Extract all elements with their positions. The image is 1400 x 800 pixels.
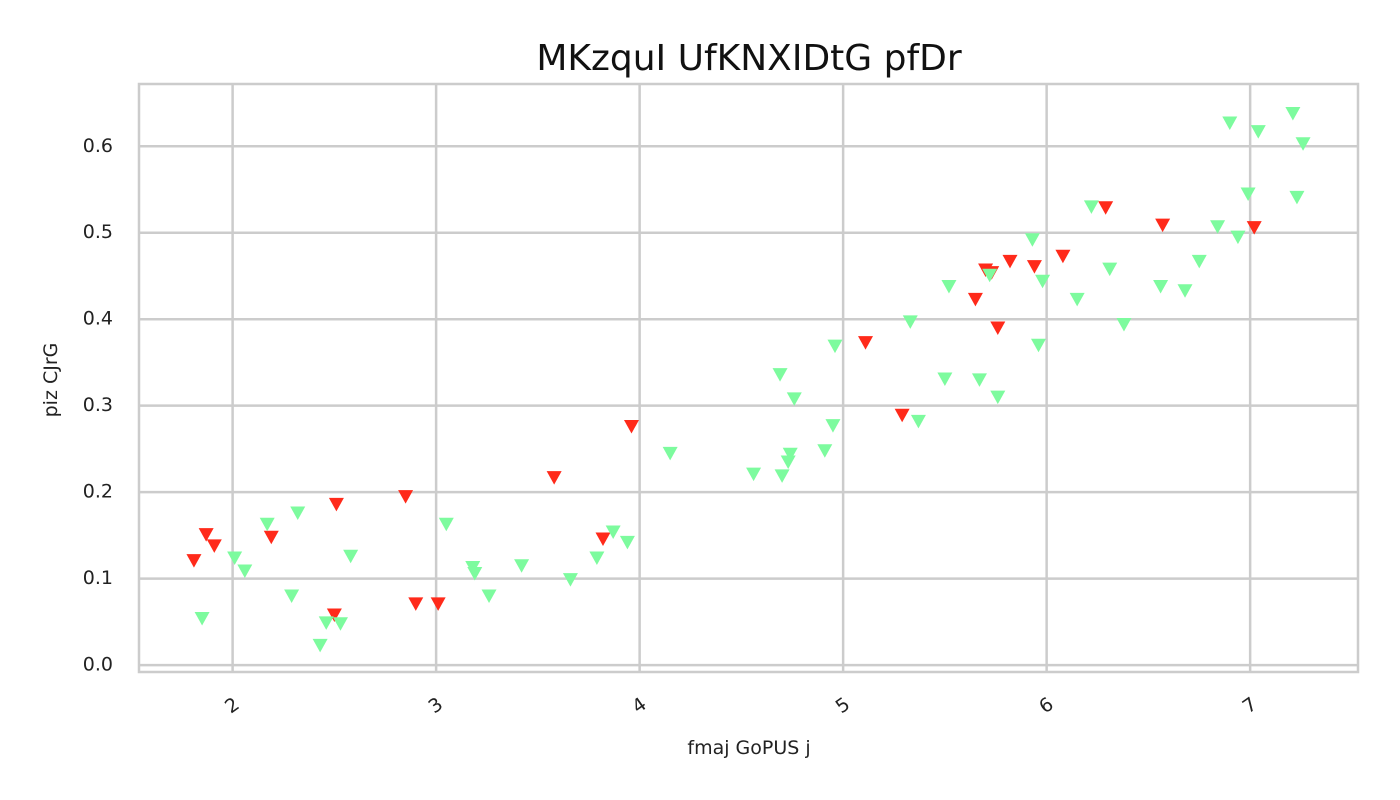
data-point	[343, 549, 359, 564]
data-point	[1024, 233, 1040, 247]
data-point	[990, 390, 1006, 405]
data-point	[780, 455, 796, 470]
data-point	[825, 419, 841, 433]
data-point	[1295, 137, 1311, 151]
data-point	[982, 268, 998, 283]
data-point	[312, 638, 328, 653]
data-point	[194, 612, 210, 626]
data-point	[1250, 125, 1266, 139]
data-point	[746, 467, 762, 482]
y-tick-label: 0.1	[83, 567, 113, 589]
data-point	[259, 517, 275, 532]
data-point	[1030, 338, 1046, 353]
x-tick-labels: 2 3 4 5 6 7	[221, 693, 1261, 718]
data-point	[438, 517, 454, 532]
x-tick-label: 2	[221, 693, 244, 718]
y-tick-label: 0.6	[83, 135, 113, 157]
chart-title: MKzquI UfKNXIDtG pfDr	[536, 38, 962, 79]
data-point	[1055, 249, 1071, 264]
data-point	[430, 597, 446, 611]
data-point	[782, 447, 798, 462]
data-point	[990, 321, 1006, 335]
data-point	[546, 471, 562, 485]
data-point	[910, 414, 926, 429]
y-tick-label: 0.3	[83, 394, 113, 416]
grid	[139, 84, 1358, 672]
y-axis-label: piz CJrG	[40, 343, 62, 418]
data-point	[408, 597, 424, 611]
plot-area-frame	[137, 82, 1360, 674]
data-point	[662, 446, 678, 461]
x-tick-label: 4	[628, 693, 651, 718]
data-point	[1230, 230, 1246, 245]
data-point	[481, 589, 497, 604]
data-point	[772, 368, 788, 382]
data-point	[619, 535, 635, 550]
data-point	[186, 554, 202, 568]
y-tick-label: 0.0	[83, 654, 113, 676]
data-point	[1289, 190, 1305, 205]
data-point	[398, 490, 414, 504]
data-point	[1035, 274, 1051, 289]
data-point	[894, 408, 910, 423]
data-point	[605, 525, 621, 540]
data-point	[623, 420, 639, 434]
data-point	[1026, 260, 1042, 274]
data-point	[1098, 201, 1114, 215]
data-point	[467, 567, 483, 581]
data-point	[937, 372, 953, 386]
data-point	[786, 392, 802, 406]
y-tick-labels: 0.0 0.1 0.2 0.3 0.4 0.5 0.6	[83, 135, 113, 676]
data-point	[1222, 116, 1238, 131]
data-point	[318, 616, 334, 630]
x-tick-label: 5	[832, 693, 855, 718]
data-point	[1246, 221, 1262, 235]
data-point	[827, 339, 843, 354]
data-point	[326, 608, 342, 623]
data-point	[290, 506, 306, 521]
x-tick-label: 7	[1239, 693, 1262, 718]
data-points	[186, 107, 1311, 653]
data-point	[971, 373, 987, 387]
data-point	[284, 589, 300, 604]
data-point	[1191, 254, 1207, 269]
data-point	[902, 315, 918, 329]
data-point	[1210, 220, 1226, 234]
data-point	[941, 279, 957, 294]
data-point	[774, 469, 790, 483]
data-point	[967, 292, 983, 307]
data-point	[858, 336, 874, 350]
x-tick-label: 3	[425, 693, 448, 718]
data-point	[589, 551, 605, 565]
data-point	[1177, 284, 1193, 298]
y-tick-label: 0.5	[83, 221, 113, 243]
y-tick-label: 0.2	[83, 481, 113, 503]
data-point	[237, 564, 253, 578]
data-point	[1240, 187, 1256, 201]
data-point	[1116, 318, 1132, 332]
data-point	[1102, 262, 1118, 277]
data-point	[332, 617, 348, 631]
y-tick-label: 0.4	[83, 308, 113, 330]
data-point	[514, 559, 530, 573]
data-point	[1083, 200, 1099, 214]
x-tick-label: 6	[1035, 693, 1058, 718]
data-point	[817, 444, 833, 458]
data-point	[263, 530, 279, 545]
data-point	[328, 497, 344, 512]
data-point	[595, 532, 611, 546]
data-point	[1153, 279, 1169, 294]
data-point	[562, 573, 578, 587]
data-point	[1069, 292, 1085, 307]
x-axis-label: fmaj GoPUS j	[687, 737, 810, 759]
data-point	[1285, 107, 1301, 121]
data-point	[198, 528, 214, 542]
data-point	[206, 539, 222, 553]
data-point	[227, 551, 243, 565]
data-point	[1155, 218, 1171, 233]
data-point	[1002, 254, 1018, 269]
